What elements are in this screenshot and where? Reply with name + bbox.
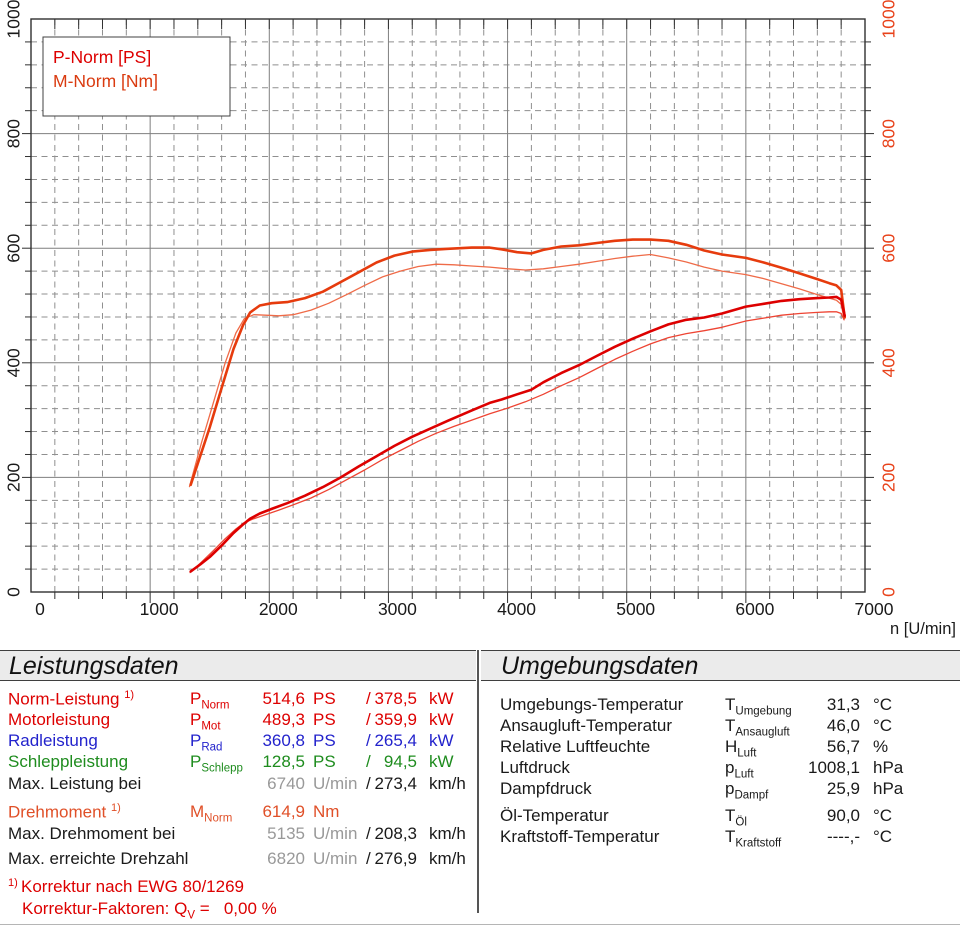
plot-frame <box>30 18 866 593</box>
x-axis-label: 2000 <box>259 599 298 619</box>
row-slash: / <box>366 849 371 868</box>
row-unit: hPa <box>873 779 904 798</box>
row-label: Max. Drehmoment bei <box>8 824 176 843</box>
row-symbol: TUmgebung <box>725 695 792 718</box>
row-label: Max. erreichte Drehzahl <box>8 849 189 868</box>
row-slash: / <box>366 774 371 793</box>
row-slash: / <box>366 824 371 843</box>
row-symbol: pDampf <box>725 779 769 802</box>
row-label: Luftdruck <box>500 758 570 777</box>
row-slash: / <box>366 710 371 729</box>
row-label: Kraftstoff-Temperatur <box>500 827 660 846</box>
row-unit: °C <box>873 827 893 846</box>
footnote-text: Korrektur nach EWG 80/1269 <box>21 877 245 896</box>
row-label: Ansaugluft-Temperatur <box>500 716 672 735</box>
x-axis-label: 3000 <box>378 599 417 619</box>
row-label: Öl-Temperatur <box>500 806 609 825</box>
row-symbol: HLuft <box>725 737 757 760</box>
row-label: Max. Leistung bei <box>8 774 142 793</box>
row-slash: / <box>366 752 371 771</box>
legend: P-Norm [PS] M-Norm [Nm] <box>42 36 231 117</box>
x-axis-label: 4000 <box>497 599 536 619</box>
row-symbol: MNorm <box>190 802 233 825</box>
legend-label-0: P-Norm [PS] <box>53 47 151 67</box>
row-label: Norm-Leistung 1) <box>8 689 134 709</box>
curve-m-norm-nm- <box>189 238 847 487</box>
row-unit-2: kW <box>429 731 454 750</box>
row-unit-1: U/min <box>313 849 358 868</box>
row-unit-1: PS <box>313 710 336 729</box>
y-axis-label-left: 600 <box>4 233 24 262</box>
row-symbol: TÖl <box>725 806 747 829</box>
y-axis-label-right: 400 <box>879 348 899 377</box>
row-unit-2: kW <box>429 689 454 708</box>
row-unit: % <box>873 737 889 756</box>
row-unit-1: PS <box>313 752 336 771</box>
row-unit-1: PS <box>313 689 336 708</box>
row-symbol: PNorm <box>190 689 230 712</box>
row-unit-2: km/h <box>429 774 466 793</box>
curve-m-mot-nm- <box>188 253 845 488</box>
row-symbol: TAnsaugluft <box>725 716 790 739</box>
footnote-marker: 1) <box>8 877 18 889</box>
x-axis-label: 7000 <box>855 599 894 619</box>
row-unit-1: U/min <box>313 774 358 793</box>
row-label: Drehmoment 1) <box>8 802 121 822</box>
y-axis-label-left: 1000 <box>4 0 24 38</box>
y-axis-label-right: 600 <box>879 233 899 262</box>
row-label: Schleppleistung <box>8 752 129 771</box>
axis-ticks <box>22 19 874 603</box>
dyno-curves <box>188 238 847 574</box>
y-axis-label-right: 1000 <box>879 0 899 38</box>
row-unit: °C <box>873 806 893 825</box>
row-unit-1: Nm <box>313 802 340 821</box>
row-slash: / <box>366 689 371 708</box>
umgebungsdaten-band: Umgebungsdaten <box>481 650 960 681</box>
leistungsdaten-band: Leistungsdaten <box>0 650 476 681</box>
x-axis-label: 1000 <box>140 599 179 619</box>
x-axis-title: n [U/min] <box>890 620 956 638</box>
y-axis-label-right: 200 <box>879 463 899 492</box>
row-symbol: PRad <box>190 731 223 754</box>
row-slash: / <box>366 731 371 750</box>
row-label: Radleistung <box>8 731 98 750</box>
curve-p-mot-ps- <box>189 311 845 574</box>
legend-box <box>42 36 231 117</box>
y-axis-label-right: 0 <box>879 587 899 597</box>
row-label: Umgebungs-Temperatur <box>500 695 684 714</box>
row-symbol: PSchlepp <box>190 752 243 775</box>
legend-label-1: M-Norm [Nm] <box>53 71 158 91</box>
y-axis-label-left: 0 <box>4 587 24 597</box>
y-axis-label-left: 400 <box>4 348 24 377</box>
row-unit-2: km/h <box>429 849 466 868</box>
row-unit: °C <box>873 716 893 735</box>
row-symbol: TKraftstoff <box>725 827 782 850</box>
row-unit-2: kW <box>429 710 454 729</box>
x-axis-label: 0 <box>35 599 45 619</box>
row-unit: °C <box>873 695 893 714</box>
row-unit-2: kW <box>429 752 454 771</box>
x-axis-label: 5000 <box>616 599 655 619</box>
leistungsdaten-title: Leistungsdaten <box>9 652 179 680</box>
y-axis-label-left: 200 <box>4 463 24 492</box>
row-symbol: pLuft <box>725 758 754 781</box>
x-axis-label: 6000 <box>735 599 774 619</box>
bottom-rule <box>0 924 960 925</box>
panel-divider <box>477 650 479 913</box>
curve-p-norm-ps- <box>189 295 847 573</box>
dyno-chart: P-Norm [PS] M-Norm [Nm] 0 0 200 200 400 400 600 6… <box>4 0 956 638</box>
y-axis-label-right: 800 <box>879 119 899 148</box>
row-unit-1: U/min <box>313 824 358 843</box>
row-unit-2: km/h <box>429 824 466 843</box>
row-label: Relative Luftfeuchte <box>500 737 651 756</box>
y-axis-label-left: 800 <box>4 119 24 148</box>
row-unit-1: PS <box>313 731 336 750</box>
row-label: Motorleistung <box>8 710 111 729</box>
umgebungsdaten-title: Umgebungsdaten <box>501 652 699 680</box>
row-label: Dampfdruck <box>500 779 592 798</box>
row-unit: hPa <box>873 758 904 777</box>
axis-labels: 0 0 200 200 400 400 600 600 800 800 1000 1000 0 1000 2… <box>4 0 956 638</box>
row-symbol: PMot <box>190 710 221 733</box>
